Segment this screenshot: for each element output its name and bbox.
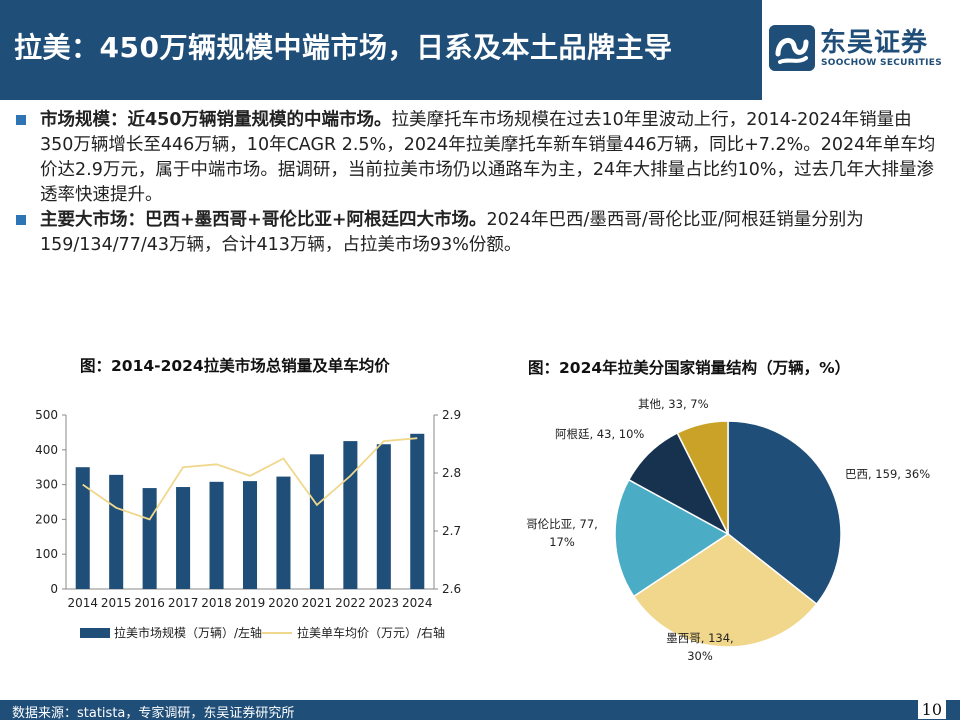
left-axis-tick-label: 500	[35, 408, 58, 422]
x-axis-tick-label: 2020	[268, 596, 299, 610]
bar	[242, 481, 258, 589]
pie-slice-label: 巴西, 159, 36%	[845, 467, 930, 481]
pie-slice-label: 阿根廷, 43, 10%	[555, 427, 644, 441]
chart2-title: 图：2024年拉美分国家销量结构（万辆，%）	[528, 359, 851, 377]
legend-line-label: 拉美单车均价（万元）/右轴	[297, 625, 445, 640]
bar	[209, 481, 224, 589]
bar	[142, 488, 157, 589]
page-title: 拉美：450万辆规模中端市场，日系及本土品牌主导	[14, 31, 673, 64]
footer-bar	[0, 700, 960, 720]
soochow-logo-icon	[769, 25, 815, 71]
chart1-title: 图：2014-2024拉美市场总销量及单车均价	[80, 357, 390, 375]
right-axis-tick-label: 2.7	[442, 524, 461, 538]
x-axis-tick-label: 2019	[235, 596, 266, 610]
bullet-list: 市场规模：近450万辆销量规模的中端市场。拉美摩托车市场规模在过去10年里波动上…	[14, 108, 944, 258]
left-axis-tick-label: 200	[35, 512, 58, 526]
x-axis-tick-label: 2021	[302, 596, 333, 610]
pie-slice	[727, 420, 842, 606]
pie-slice-label: 其他, 33, 7%	[638, 397, 709, 411]
bullet-text: 2024年巴西/墨西哥/哥伦比亚/阿根廷销量分别为159/134/77/43万辆…	[40, 210, 864, 255]
x-axis-tick-label: 2023	[369, 596, 400, 610]
right-axis-tick-label: 2.8	[442, 466, 461, 480]
bullet-text: 拉美摩托车市场规模在过去10年里波动上行，2014-2024年销量由350万辆增…	[40, 110, 936, 205]
bar	[410, 433, 425, 589]
left-axis-tick-label: 400	[35, 443, 58, 457]
brand-logo: 东吴证券 SOOCHOW SECURITIES	[768, 22, 954, 78]
bullet-item: 主要大市场：巴西+墨西哥+哥伦比亚+阿根廷四大市场。2024年巴西/墨西哥/哥伦…	[14, 208, 944, 258]
brand-name-cn: 东吴证券	[820, 28, 929, 58]
source-note: 数据来源：statista，专家调研，东吴证券研究所	[12, 706, 295, 721]
x-axis-tick-label: 2018	[201, 596, 232, 610]
bullet-item: 市场规模：近450万辆销量规模的中端市场。拉美摩托车市场规模在过去10年里波动上…	[14, 108, 944, 208]
x-axis-tick-label: 2017	[168, 596, 199, 610]
brand-name-en: SOOCHOW SECURITIES	[821, 58, 942, 68]
page-number: 10	[917, 700, 946, 719]
left-axis-tick-label: 0	[50, 582, 58, 596]
left-axis-tick-label: 100	[35, 547, 58, 561]
pie-slice	[614, 478, 730, 598]
price-line	[82, 437, 418, 521]
legend-bar-swatch	[80, 628, 110, 638]
legend-bar-label: 拉美市场规模（万辆）/左轴	[114, 625, 262, 640]
bar	[376, 444, 391, 589]
bar	[75, 467, 90, 589]
right-axis-tick-label: 2.6	[442, 582, 461, 596]
x-axis-tick-label: 2022	[335, 596, 366, 610]
left-axis-tick-label: 300	[35, 478, 58, 492]
bar	[309, 454, 324, 589]
pie-slice	[676, 420, 729, 535]
x-axis-tick-label: 2016	[134, 596, 165, 610]
bullet-lead: 市场规模：近450万辆销量规模的中端市场。	[40, 110, 392, 130]
title-bar: 拉美：450万辆规模中端市场，日系及本土品牌主导	[0, 0, 762, 100]
right-axis-tick-label: 2.9	[442, 408, 461, 422]
x-axis-tick-label: 2015	[101, 596, 132, 610]
x-axis-tick-label: 2024	[402, 596, 433, 610]
country-share-pie-chart: 巴西, 159, 36% 墨西哥, 134, 30% 哥伦比亚, 77, 17% 阿根廷,…	[526, 397, 930, 663]
bullet-lead: 主要大市场：巴西+墨西哥+哥伦比亚+阿根廷四大市场。	[40, 210, 487, 230]
pie-slice	[632, 533, 818, 648]
pie-slice-label: 墨西哥, 134, 30%	[666, 631, 733, 663]
bar	[109, 474, 124, 589]
square-bullet-icon	[16, 115, 26, 125]
sales-price-combo-chart: 0 100 200 300 400 500 2.6 2.7 2.8 2.9 2014 2015 2016…	[35, 408, 461, 640]
bar	[176, 487, 191, 589]
x-axis-tick-label: 2014	[67, 596, 98, 610]
square-bullet-icon	[16, 215, 26, 225]
bar	[276, 476, 291, 589]
pie-slice-label: 哥伦比亚, 77, 17%	[526, 517, 598, 549]
bar	[343, 441, 358, 589]
